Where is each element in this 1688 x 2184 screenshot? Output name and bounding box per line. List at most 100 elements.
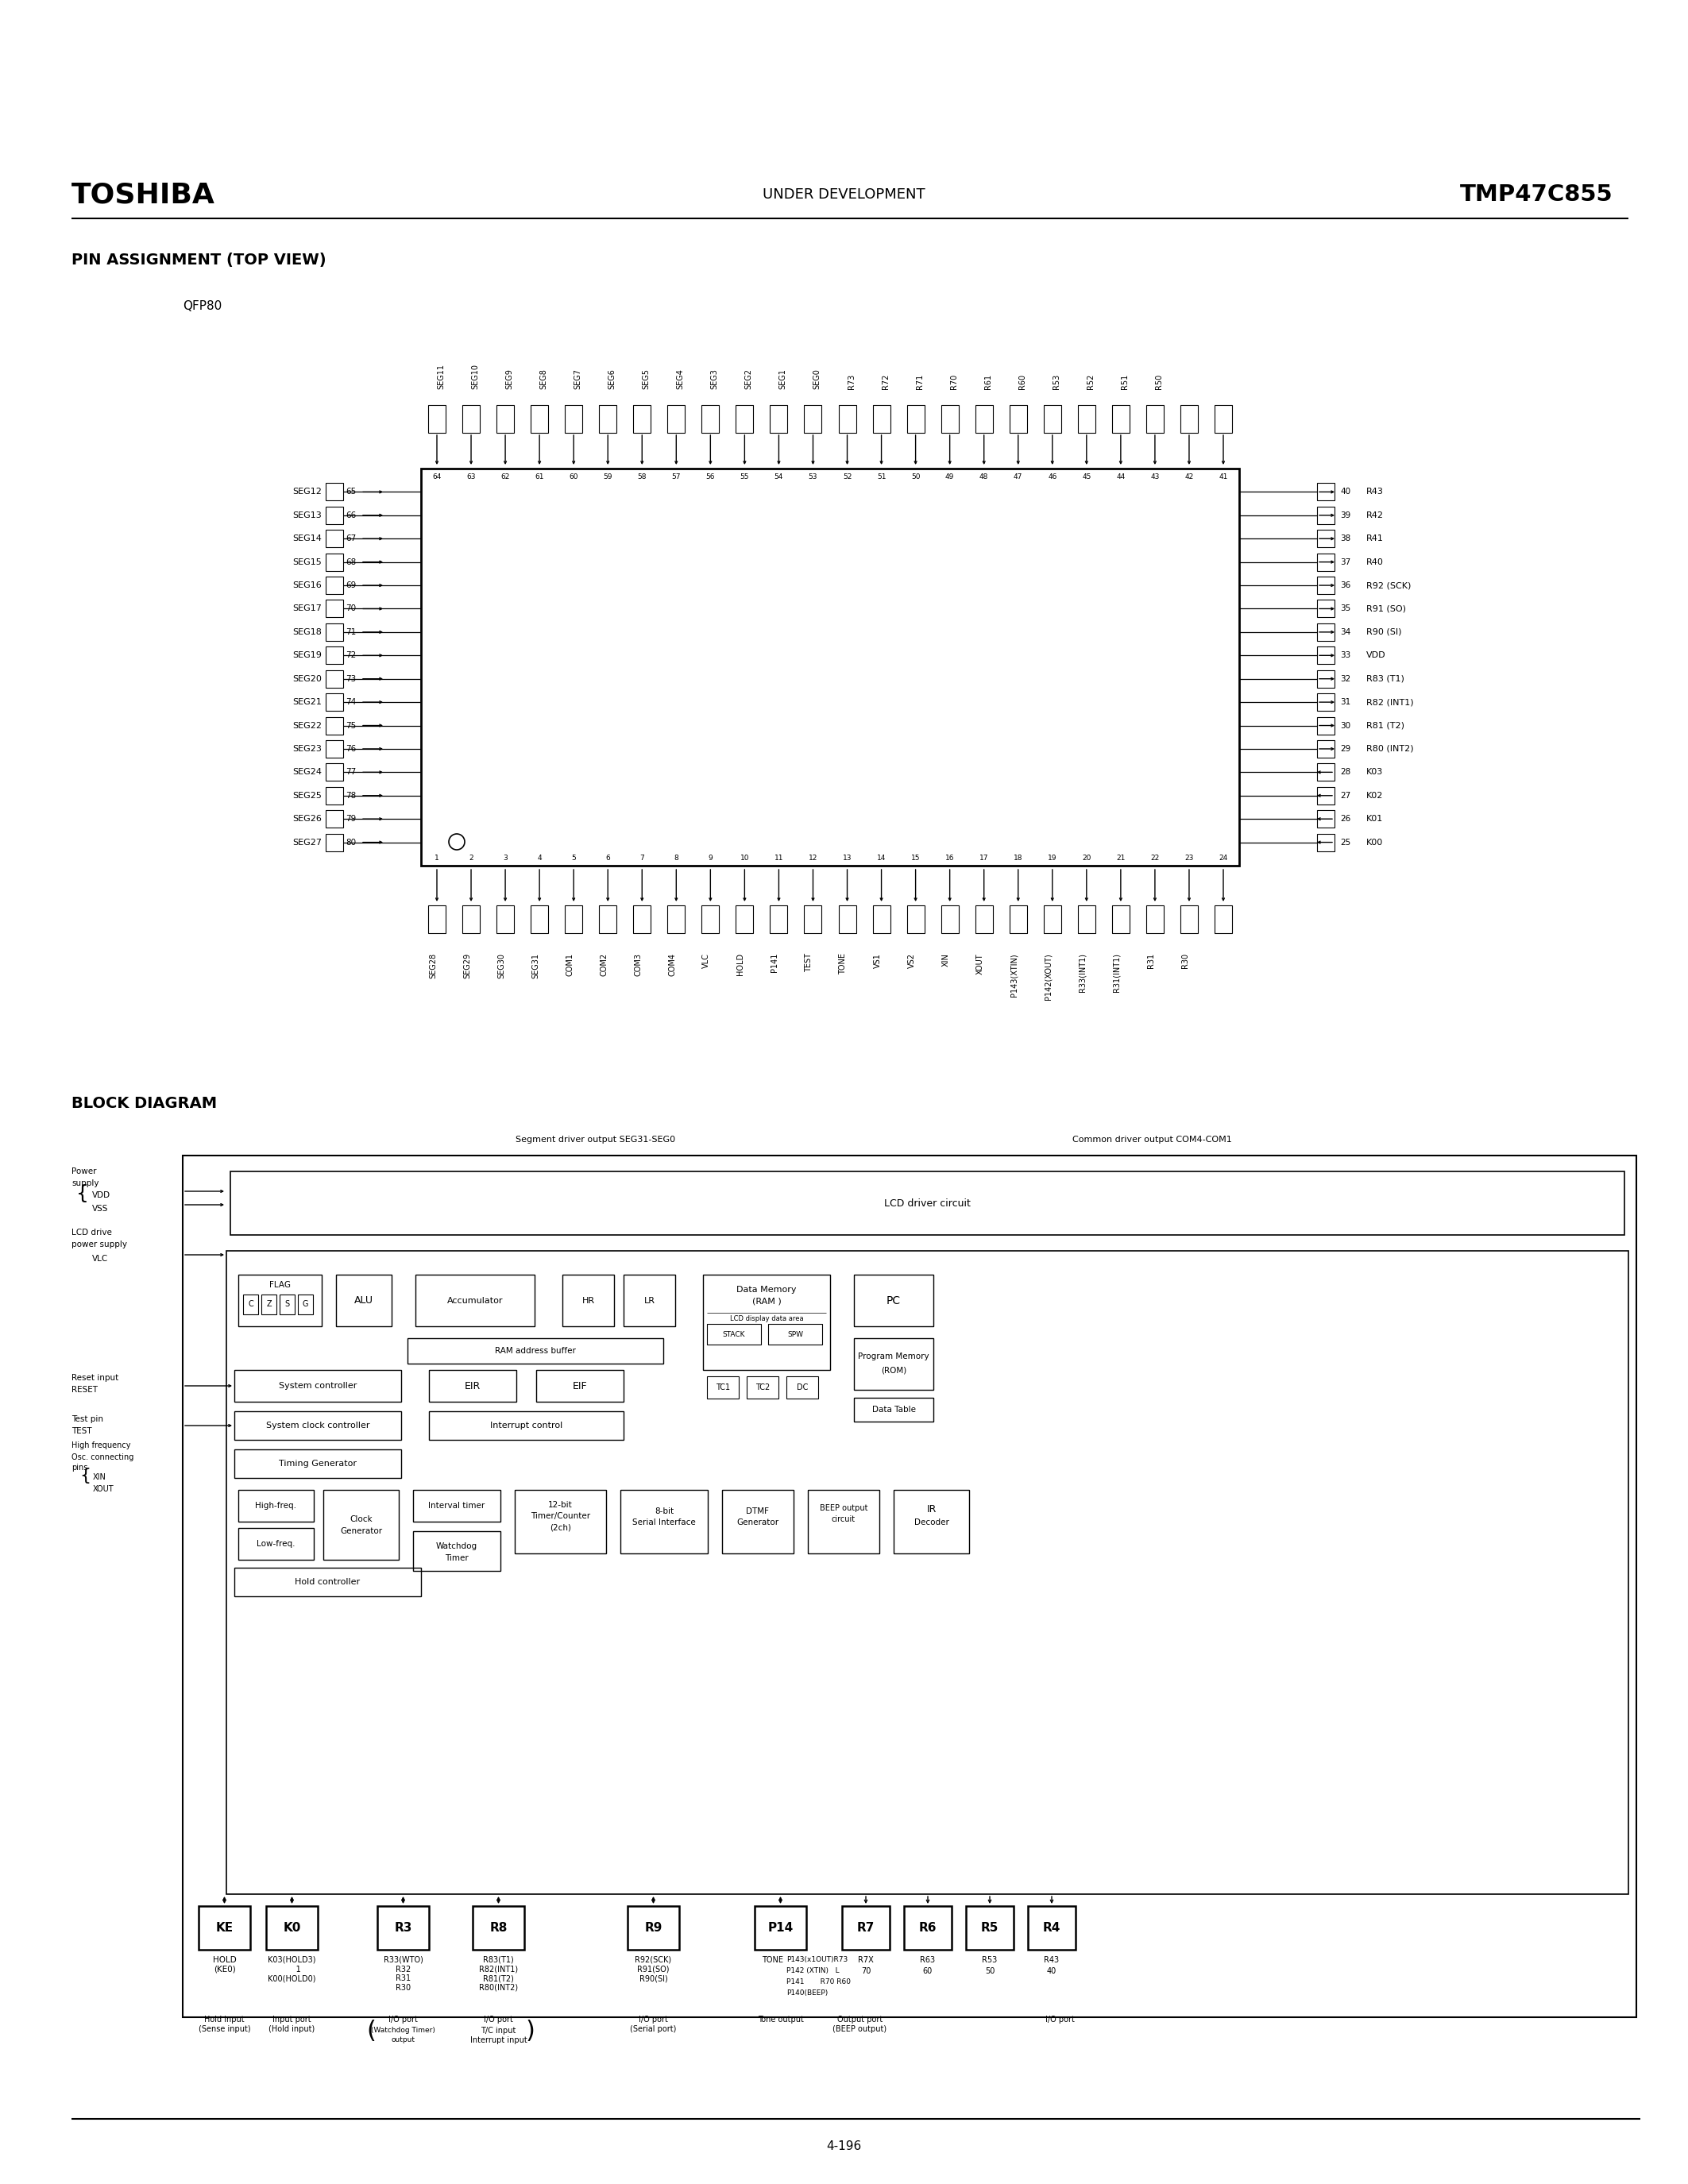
Bar (1317, 507, 1335, 524)
Bar (787, 1376, 819, 1398)
Text: 28: 28 (1340, 769, 1350, 775)
Bar (429, 1369, 517, 1402)
Bar (736, 404, 753, 432)
Bar (415, 1275, 535, 1326)
Text: TEST: TEST (805, 952, 814, 972)
Text: SEG24: SEG24 (292, 769, 322, 775)
Text: power supply: power supply (71, 1241, 127, 1249)
Text: 26: 26 (1340, 815, 1350, 823)
Bar (537, 1369, 623, 1402)
Text: SEG23: SEG23 (292, 745, 322, 753)
Bar (707, 1376, 739, 1398)
Bar (842, 1907, 890, 1950)
Text: R53: R53 (1052, 373, 1060, 389)
Bar (267, 1907, 317, 1950)
Text: HR: HR (582, 1297, 594, 1304)
Text: 60: 60 (569, 474, 579, 480)
Text: P14: P14 (768, 1922, 793, 1933)
Text: 16: 16 (945, 854, 954, 863)
Bar (1317, 531, 1335, 548)
Text: 8: 8 (674, 854, 679, 863)
Text: K02: K02 (1366, 791, 1382, 799)
Text: HOLD: HOLD (736, 952, 744, 976)
Text: SEG1: SEG1 (778, 369, 787, 389)
Text: SEG7: SEG7 (574, 369, 582, 389)
Text: Interrupt input: Interrupt input (469, 2035, 527, 2044)
Text: P141       R70 R60: P141 R70 R60 (787, 1979, 851, 1985)
Text: 11: 11 (775, 854, 783, 863)
Bar (976, 404, 993, 432)
Bar (463, 404, 479, 432)
Text: Accumulator: Accumulator (447, 1297, 503, 1304)
Text: LR: LR (643, 1297, 655, 1304)
Bar (562, 1275, 614, 1326)
Bar (1079, 906, 1096, 933)
Text: LCD display data area: LCD display data area (729, 1315, 803, 1321)
Bar (429, 404, 446, 432)
Text: SEG21: SEG21 (292, 699, 322, 705)
Text: I/O port
(Serial port): I/O port (Serial port) (630, 2016, 677, 2033)
Bar (854, 1339, 933, 1389)
Text: XIN: XIN (93, 1474, 106, 1481)
Text: 6: 6 (606, 854, 609, 863)
Text: ALU: ALU (354, 1295, 373, 1306)
Bar (906, 404, 925, 432)
Text: TC2: TC2 (755, 1382, 770, 1391)
Text: 4: 4 (537, 854, 542, 863)
Text: SEG20: SEG20 (292, 675, 322, 684)
Text: Test pin: Test pin (71, 1415, 103, 1424)
Bar (667, 404, 685, 432)
Bar (326, 716, 343, 734)
Bar (530, 906, 549, 933)
Bar (976, 906, 993, 933)
Text: ): ) (527, 2020, 535, 2042)
Text: R5: R5 (981, 1922, 999, 1933)
Bar (746, 1376, 778, 1398)
Text: R43: R43 (1045, 1957, 1060, 1963)
Text: output: output (392, 2035, 415, 2044)
Text: SEG17: SEG17 (292, 605, 322, 614)
Text: STACK: STACK (722, 1330, 746, 1339)
Text: 56: 56 (706, 474, 716, 480)
Text: {: { (76, 1184, 89, 1203)
Text: 20: 20 (1082, 854, 1090, 863)
Text: R61: R61 (984, 373, 993, 389)
Text: 52: 52 (842, 474, 852, 480)
Bar (182, 1155, 1636, 2018)
Bar (326, 670, 343, 688)
Bar (893, 1489, 969, 1553)
Text: Input port
(Hold input): Input port (Hold input) (268, 2016, 316, 2033)
Text: 33: 33 (1340, 651, 1350, 660)
Text: SEG9: SEG9 (505, 369, 513, 389)
Text: SEG18: SEG18 (292, 629, 322, 636)
Text: LCD driver circuit: LCD driver circuit (885, 1199, 971, 1208)
Bar (326, 622, 343, 640)
Bar (407, 1339, 663, 1363)
Text: C: C (248, 1299, 253, 1308)
Text: 4-196: 4-196 (825, 2140, 861, 2151)
Text: K0: K0 (284, 1922, 300, 1933)
Text: 62: 62 (501, 474, 510, 480)
Bar (326, 786, 343, 804)
Text: SEG3: SEG3 (711, 369, 719, 389)
Text: SEG19: SEG19 (292, 651, 322, 660)
Text: TONE: TONE (761, 1957, 783, 1963)
Text: DC: DC (797, 1382, 809, 1391)
Text: R80 (INT2): R80 (INT2) (1366, 745, 1413, 753)
Bar (1180, 906, 1198, 933)
Text: Hold controller: Hold controller (295, 1579, 360, 1586)
Text: VDD: VDD (1366, 651, 1386, 660)
Text: Low-freq.: Low-freq. (257, 1540, 295, 1548)
Text: Interval timer: Interval timer (429, 1503, 484, 1509)
Bar (1180, 404, 1198, 432)
Bar (906, 906, 925, 933)
Text: Segment driver output SEG31-SEG0: Segment driver output SEG31-SEG0 (517, 1136, 675, 1144)
Bar (496, 906, 515, 933)
Text: 31: 31 (1340, 699, 1350, 705)
Bar (702, 906, 719, 933)
Text: 42: 42 (1185, 474, 1193, 480)
Bar (1317, 670, 1335, 688)
Text: Hold input
(Sense input): Hold input (Sense input) (199, 2016, 250, 2033)
Text: 34: 34 (1340, 629, 1350, 636)
Text: 36: 36 (1340, 581, 1350, 590)
